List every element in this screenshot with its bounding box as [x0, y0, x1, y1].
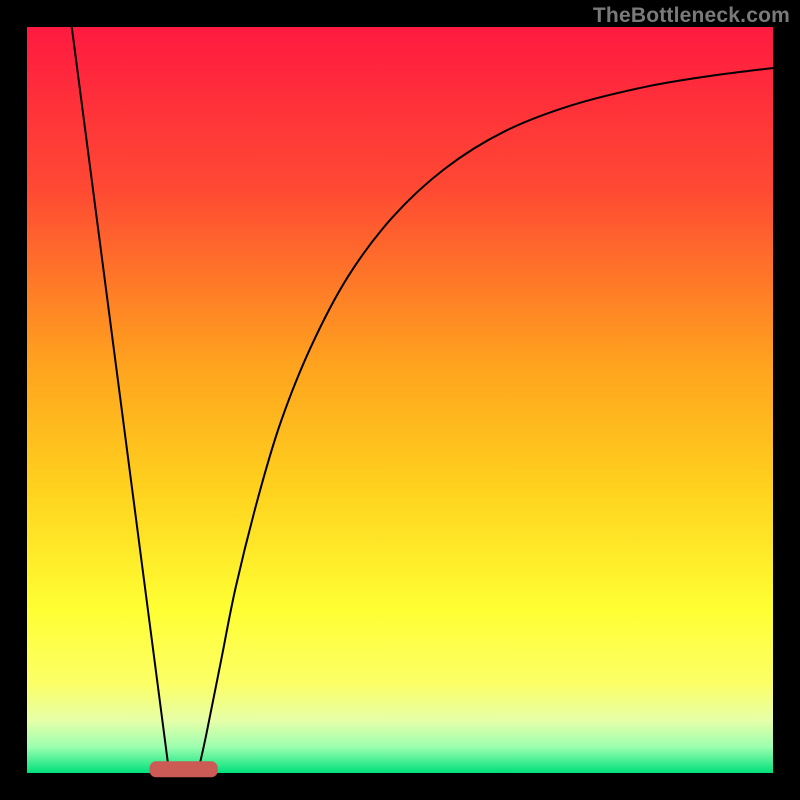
- bottleneck-marker: [150, 762, 217, 777]
- plot-gradient-background: [27, 27, 773, 773]
- chart-svg: [0, 0, 800, 800]
- bottleneck-chart: TheBottleneck.com: [0, 0, 800, 800]
- watermark-text: TheBottleneck.com: [593, 4, 790, 28]
